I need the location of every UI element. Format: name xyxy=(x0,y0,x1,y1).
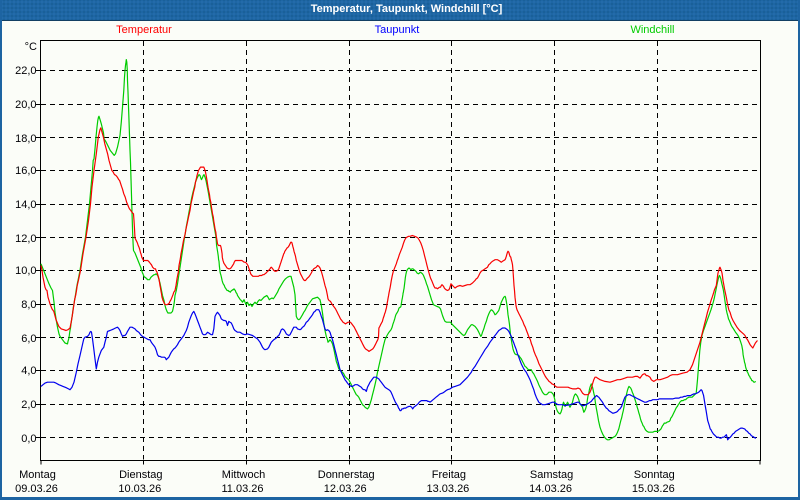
svg-text:2,0: 2,0 xyxy=(21,399,36,411)
svg-text:15.03.26: 15.03.26 xyxy=(632,483,675,495)
svg-text:20,0: 20,0 xyxy=(15,99,36,111)
svg-text:Dienstag: Dienstag xyxy=(119,469,162,481)
svg-text:14.03.26: 14.03.26 xyxy=(529,483,572,495)
svg-text:Samstag: Samstag xyxy=(530,469,573,481)
svg-text:6,0: 6,0 xyxy=(21,333,36,345)
svg-text:14,0: 14,0 xyxy=(15,199,36,211)
svg-text:22,0: 22,0 xyxy=(15,65,36,77)
svg-text:12,0: 12,0 xyxy=(15,233,36,245)
svg-text:Freitag: Freitag xyxy=(432,469,466,481)
svg-text:09.03.26: 09.03.26 xyxy=(15,483,58,495)
svg-text:10,0: 10,0 xyxy=(15,265,36,277)
svg-text:10.03.26: 10.03.26 xyxy=(118,483,161,495)
svg-text:16,0: 16,0 xyxy=(15,165,36,177)
svg-text:8,0: 8,0 xyxy=(21,299,36,311)
svg-text:Montag: Montag xyxy=(19,469,56,481)
svg-text:4,0: 4,0 xyxy=(21,365,36,377)
svg-text:°C: °C xyxy=(25,41,37,53)
svg-text:13.03.26: 13.03.26 xyxy=(426,483,469,495)
svg-text:0,0: 0,0 xyxy=(21,433,36,445)
svg-text:Sonntag: Sonntag xyxy=(634,469,675,481)
svg-text:18,0: 18,0 xyxy=(15,133,36,145)
svg-text:11.03.26: 11.03.26 xyxy=(221,483,263,495)
svg-text:12.03.26: 12.03.26 xyxy=(324,483,367,495)
svg-text:Donnerstag: Donnerstag xyxy=(318,469,375,481)
svg-text:Mittwoch: Mittwoch xyxy=(222,469,265,481)
